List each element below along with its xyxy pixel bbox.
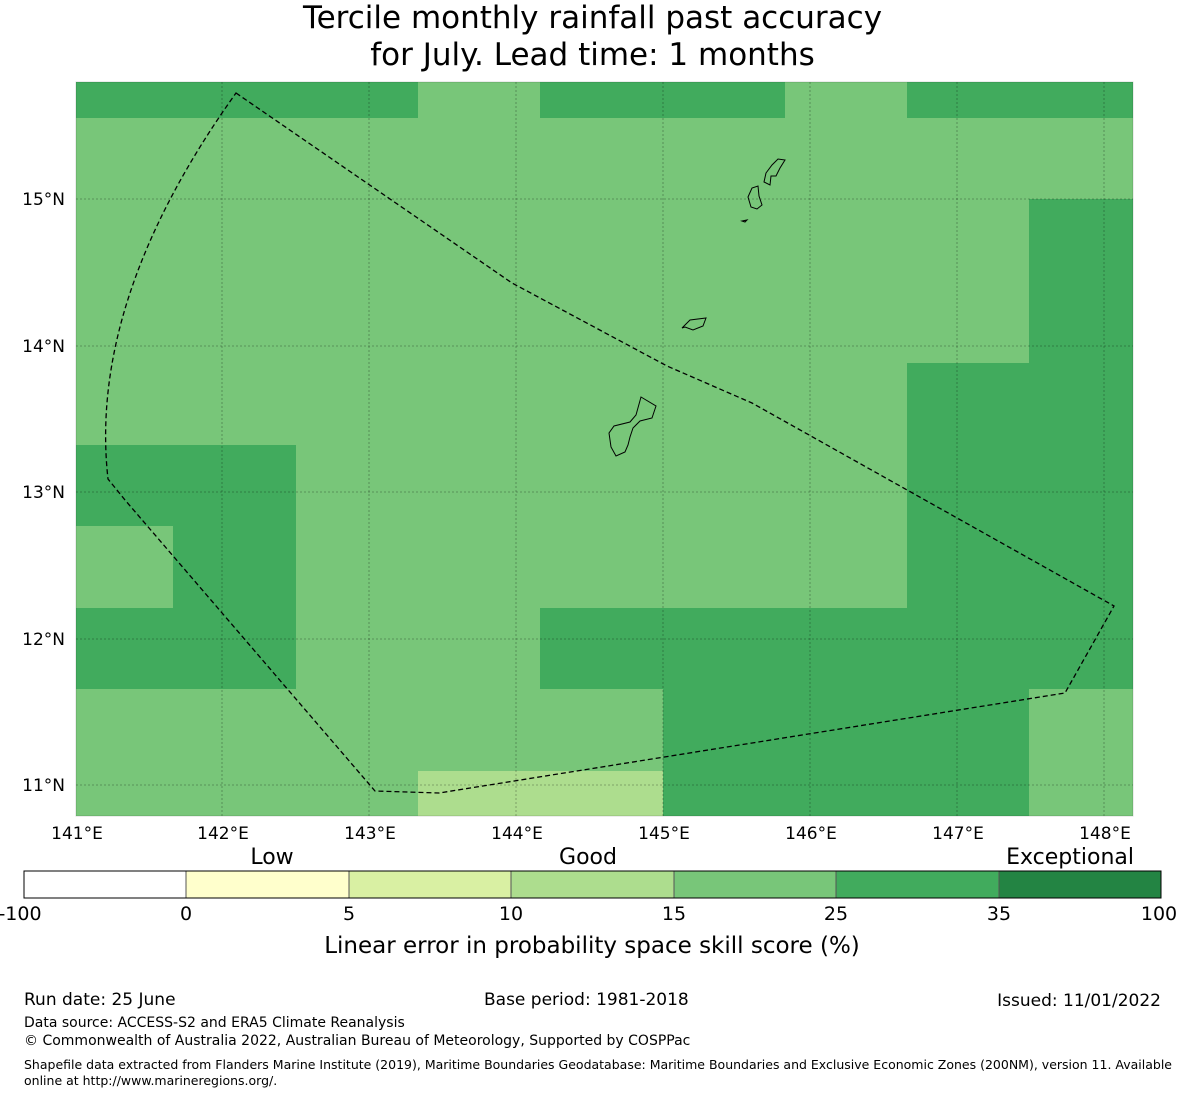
x-tick-label: 144°E <box>491 824 543 844</box>
skill-cell <box>76 445 296 526</box>
x-tick-label: 148°E <box>1079 824 1131 844</box>
skill-cell <box>1029 199 1133 363</box>
colorbar-frame <box>23 870 1162 899</box>
island-guam <box>608 396 657 457</box>
colorbar-segment <box>24 871 186 898</box>
colorbar-word-exceptional: Exceptional <box>1006 845 1134 870</box>
skill-cell <box>540 608 1133 689</box>
copyright: © Commonwealth of Australia 2022, Austra… <box>24 1033 691 1049</box>
issued-date: Issued: 11/01/2022 <box>997 991 1161 1011</box>
skill-cell <box>663 689 1029 816</box>
x-tick-label: 141°E <box>51 824 103 844</box>
island-saipan <box>763 158 786 186</box>
gridlines <box>76 82 1133 816</box>
x-tick-label: 146°E <box>785 824 837 844</box>
base-period: Base period: 1981-2018 <box>484 990 689 1010</box>
colorbar-segment <box>186 871 349 898</box>
skill-cell <box>907 363 1133 608</box>
data-source: Data source: ACCESS-S2 and ERA5 Climate … <box>24 1015 405 1031</box>
colorbar-tick-label: 10 <box>499 903 523 925</box>
colorbar-tick-label: 100 <box>1141 903 1177 925</box>
colorbar-segment <box>674 871 836 898</box>
shapefile-attribution: Shapefile data extracted from Flanders M… <box>24 1057 1172 1088</box>
x-tick-label: 143°E <box>344 824 396 844</box>
island-tinian <box>747 185 763 210</box>
island-rota <box>681 317 707 331</box>
colorbar-tick-label: 25 <box>824 903 848 925</box>
skill-cell-10-15 <box>418 771 663 816</box>
colorbar-ticks: -100 0 5 10 15 25 35 100 <box>0 903 1177 925</box>
colorbar-tick-label: 0 <box>180 903 192 925</box>
colorbar-tick-label: 5 <box>343 903 355 925</box>
colorbar-label: Linear error in probability space skill … <box>324 933 860 959</box>
x-axis-ticks: 141°E 142°E 143°E 144°E 145°E 146°E 147°… <box>51 824 1131 844</box>
colorbar-word-low: Low <box>250 845 293 870</box>
skill-cell <box>76 608 296 689</box>
y-axis-ticks: 11°N 12°N 13°N 14°N 15°N <box>22 190 65 796</box>
x-tick-label: 142°E <box>197 824 249 844</box>
y-tick-label: 13°N <box>22 483 65 503</box>
map-frame <box>75 81 1134 817</box>
island-aguijan <box>740 219 749 223</box>
y-tick-label: 12°N <box>22 630 65 650</box>
map-title-line-2: for July. Lead time: 1 months <box>370 37 815 73</box>
colorbar-segment <box>511 871 674 898</box>
colorbar-tick-label: 15 <box>662 903 686 925</box>
map-title-line-1: Tercile monthly rainfall past accuracy <box>302 0 883 36</box>
colorbar-word-good: Good <box>559 845 617 870</box>
colorbar: Low Good Exceptional -100 0 5 10 15 25 3… <box>0 845 1177 959</box>
skill-cell <box>540 82 785 118</box>
x-tick-label: 145°E <box>638 824 690 844</box>
run-date: Run date: 25 June <box>24 990 176 1010</box>
y-tick-label: 11°N <box>22 776 65 796</box>
colorbar-tick-label: 35 <box>987 903 1011 925</box>
colorbar-segment <box>349 871 511 898</box>
skill-cell <box>907 82 1133 118</box>
skill-cell <box>173 526 296 608</box>
eez-boundary <box>105 92 1115 794</box>
x-tick-label: 147°E <box>932 824 984 844</box>
y-tick-label: 14°N <box>22 337 65 357</box>
y-tick-label: 15°N <box>22 190 65 210</box>
colorbar-tick-label: -100 <box>0 903 42 925</box>
colorbar-dividers <box>185 871 1000 898</box>
colorbar-segment <box>999 871 1161 898</box>
map-panel <box>75 81 1134 817</box>
colorbar-segment <box>836 871 999 898</box>
skill-cell <box>76 82 418 118</box>
islands <box>608 158 786 457</box>
